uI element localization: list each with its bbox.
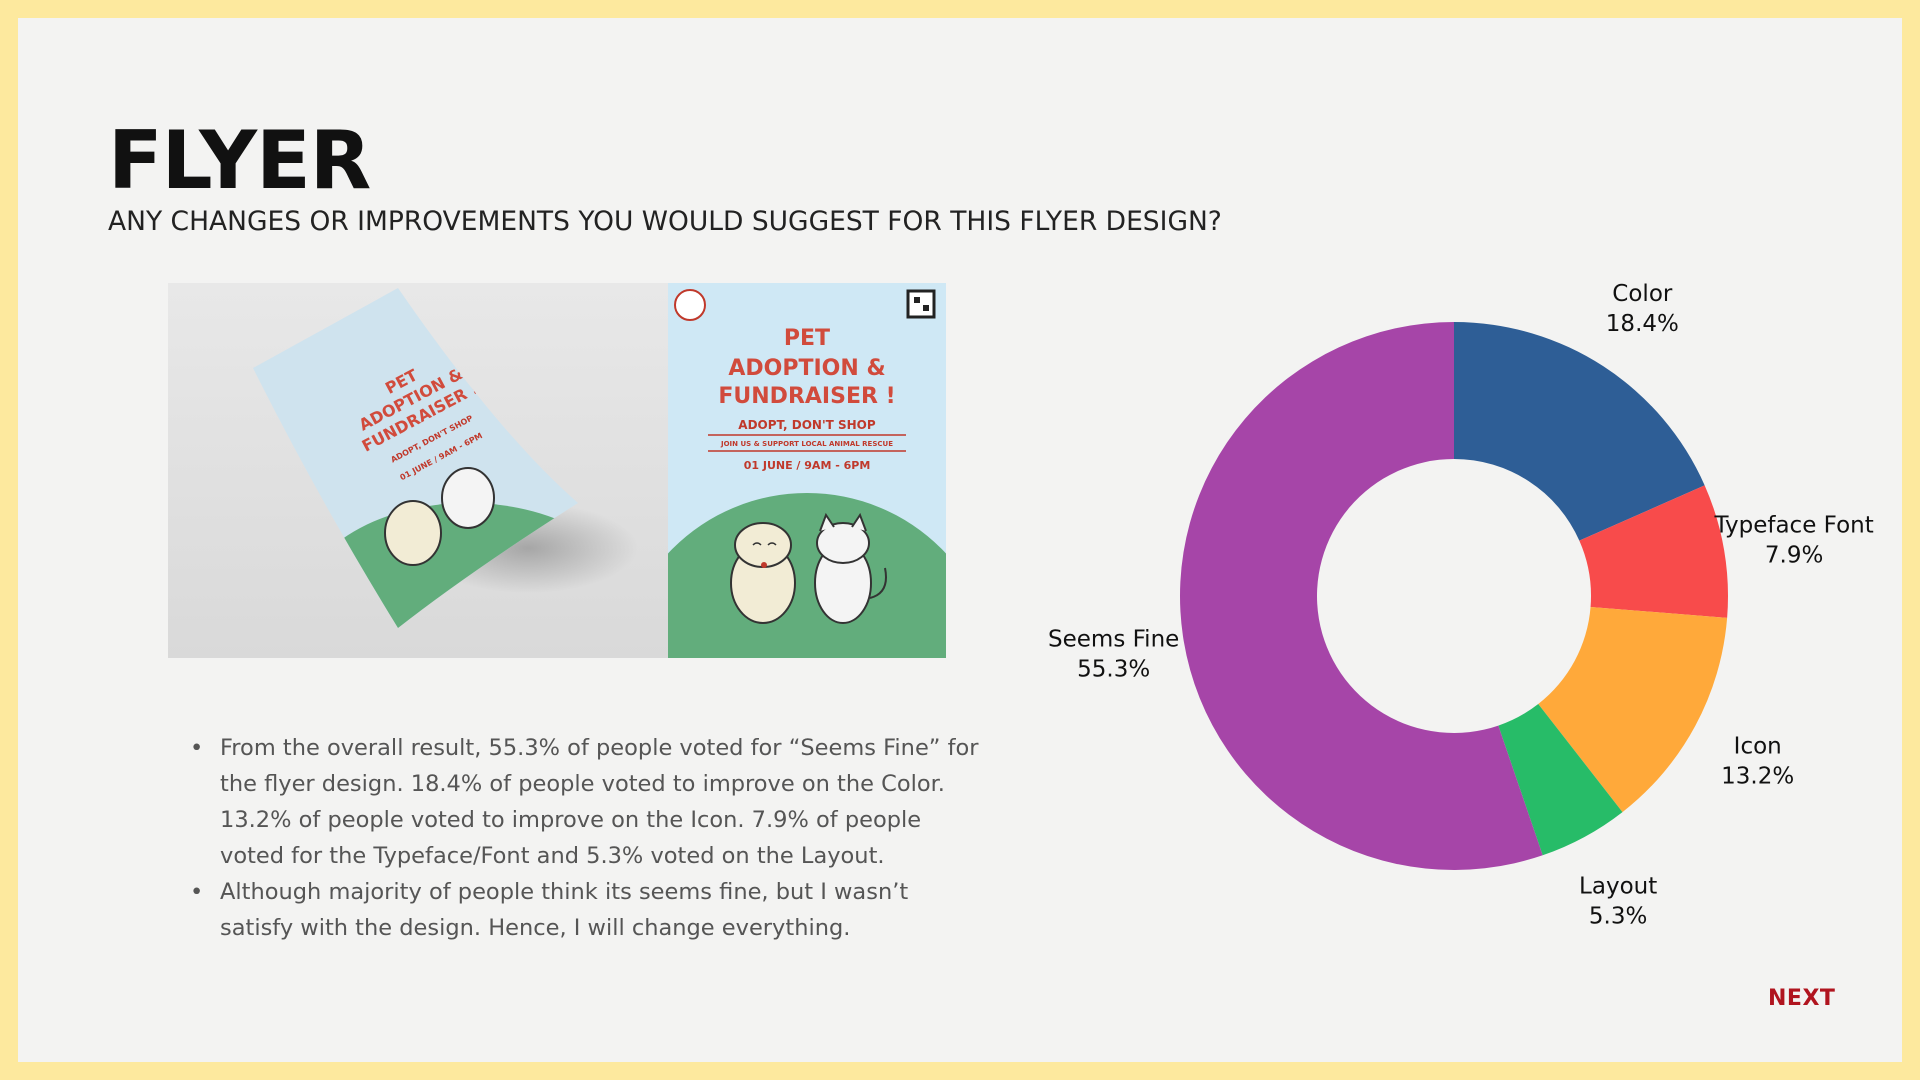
logo-icon [674,289,706,321]
qr-code-icon [906,289,936,319]
next-button[interactable]: NEXT [1768,986,1836,1011]
flyer-date: 01 JUNE / 9AM - 6PM [744,459,871,472]
slice-value-label: 5.3% [1589,903,1647,929]
survey-donut-chart: Color 18.4% Typeface Font 7.9% Icon 13.2% Layo… [1048,281,1874,930]
flyer-mockup-image: PET ADOPTION & FUNDRAISER ! ADOPT, DON'T… [168,283,946,658]
findings-list: From the overall result, 55.3% of people… [188,730,988,946]
slice-label: Seems Fine [1048,627,1179,653]
slice-label: Icon [1734,734,1782,760]
slice-value-label: 7.9% [1765,542,1823,568]
list-item: Although majority of people think its se… [188,874,988,946]
flyer-headline-1: PET [784,326,830,351]
slice-label: Layout [1579,873,1657,899]
donut-slice-color [1454,322,1705,541]
slice-value-label: 55.3% [1077,657,1150,683]
flyer-headline-3: FUNDRAISER ! [718,384,895,409]
donut-slice-icon [1538,606,1728,813]
slice-label: Color [1612,281,1673,307]
cat-illustration [814,512,887,624]
slice-label: Typeface Font [1714,512,1874,538]
slice-value-label: 13.2% [1721,764,1794,790]
flyer-subline: JOIN US & SUPPORT LOCAL ANIMAL RESCUE [720,440,893,448]
slide: FLYER ANY CHANGES OR IMPROVEMENTS YOU WO… [18,18,1902,1062]
donut-slice-seems-fine [1179,322,1543,870]
donut-slice-layout [1498,704,1623,856]
flyer-tagline: ADOPT, DON'T SHOP [738,418,876,432]
list-item: From the overall result, 55.3% of people… [188,730,988,874]
donut-slice-typeface-font [1579,485,1728,618]
dog-illustration [730,522,796,624]
slice-value-label: 18.4% [1606,311,1679,337]
page-title: FLYER [108,114,371,207]
flyer-headline-2: ADOPTION & [728,356,885,381]
survey-question: ANY CHANGES OR IMPROVEMENTS YOU WOULD SU… [108,206,1222,237]
flyer-paper-mockup: PET ADOPTION & FUNDRAISER ! ADOPT, DON'T… [168,283,668,658]
flyer-flat-preview: PET ADOPTION & FUNDRAISER ! ADOPT, DON'T… [668,283,946,658]
